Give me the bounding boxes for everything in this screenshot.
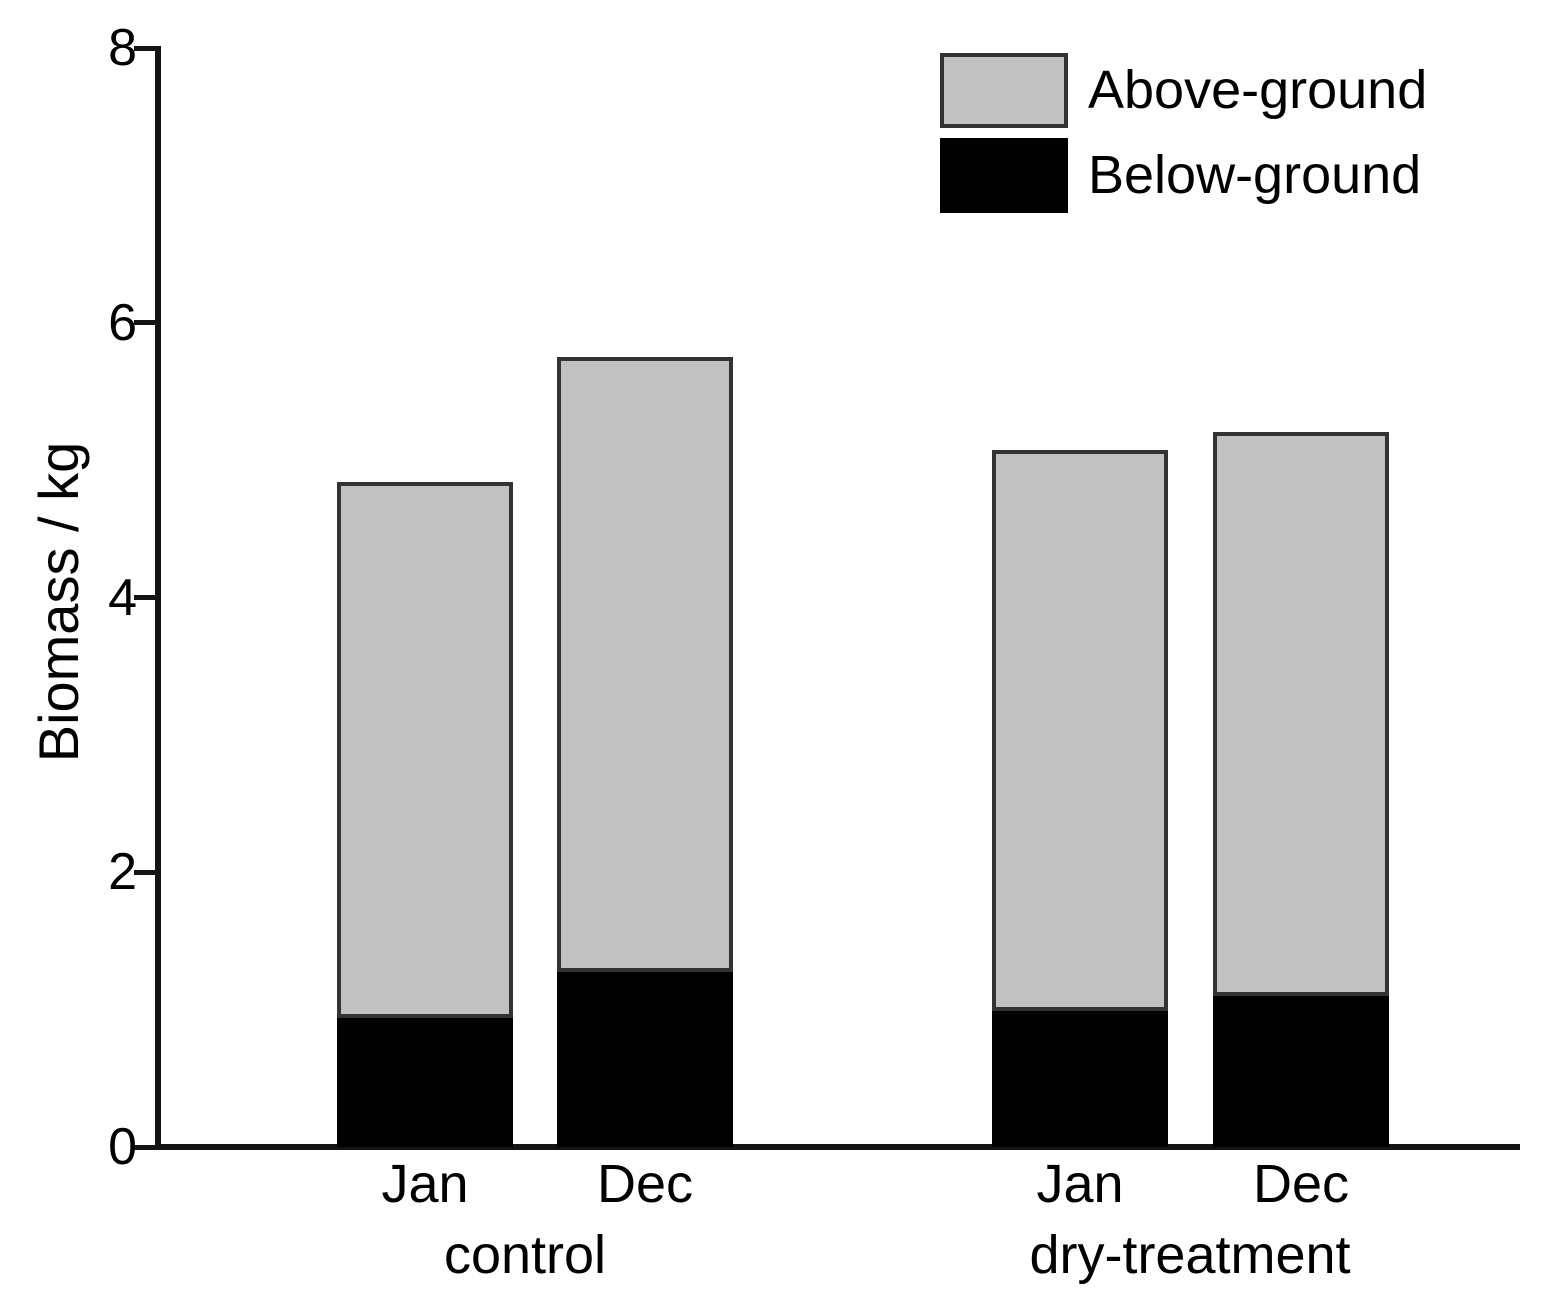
legend-entry-below-ground: Below-ground — [940, 138, 1427, 213]
y-tick-label: 6 — [108, 293, 137, 352]
y-tick-label: 0 — [108, 1118, 137, 1176]
legend: Above-ground Below-ground — [940, 53, 1427, 223]
y-tick-label: 8 — [108, 19, 137, 77]
legend-swatch-below-ground — [940, 138, 1068, 213]
bar-above-ground-segment — [992, 449, 1168, 1012]
legend-label-above-ground: Above-ground — [1088, 60, 1428, 120]
y-tick — [134, 320, 161, 326]
x-category-label: Dec — [1252, 1154, 1350, 1214]
legend-label-below-ground: Below-ground — [1088, 145, 1422, 205]
y-tick — [134, 1144, 161, 1150]
x-category-label: Jan — [381, 1154, 469, 1214]
x-axis-line — [155, 1144, 1520, 1150]
y-tick — [134, 869, 161, 875]
y-tick-label: 4 — [108, 568, 137, 627]
x-category-label: Jan — [1036, 1154, 1124, 1214]
group-label-control: control — [443, 1225, 607, 1285]
bar-below-ground-segment — [1213, 996, 1389, 1147]
group-label-dry-treatment: dry-treatment — [1029, 1225, 1351, 1285]
y-tick — [134, 45, 161, 51]
y-tick — [134, 595, 161, 600]
bar-below-ground-segment — [992, 1011, 1168, 1147]
bar-above-ground-segment — [337, 482, 513, 1019]
legend-entry-above-ground: Above-ground — [940, 53, 1427, 128]
y-tick-label: 2 — [108, 843, 137, 902]
bar-above-ground-segment — [557, 357, 733, 972]
legend-swatch-above-ground — [940, 53, 1068, 128]
bar-above-ground-segment — [1213, 431, 1389, 997]
x-category-label: Dec — [596, 1154, 694, 1214]
bar-below-ground-segment — [557, 971, 733, 1147]
bar-below-ground-segment — [337, 1018, 513, 1147]
